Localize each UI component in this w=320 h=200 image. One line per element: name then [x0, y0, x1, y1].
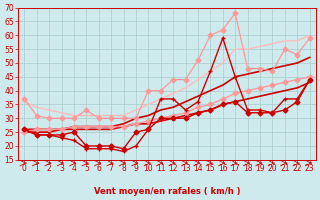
X-axis label: Vent moyen/en rafales ( km/h ): Vent moyen/en rafales ( km/h ) [94, 187, 240, 196]
